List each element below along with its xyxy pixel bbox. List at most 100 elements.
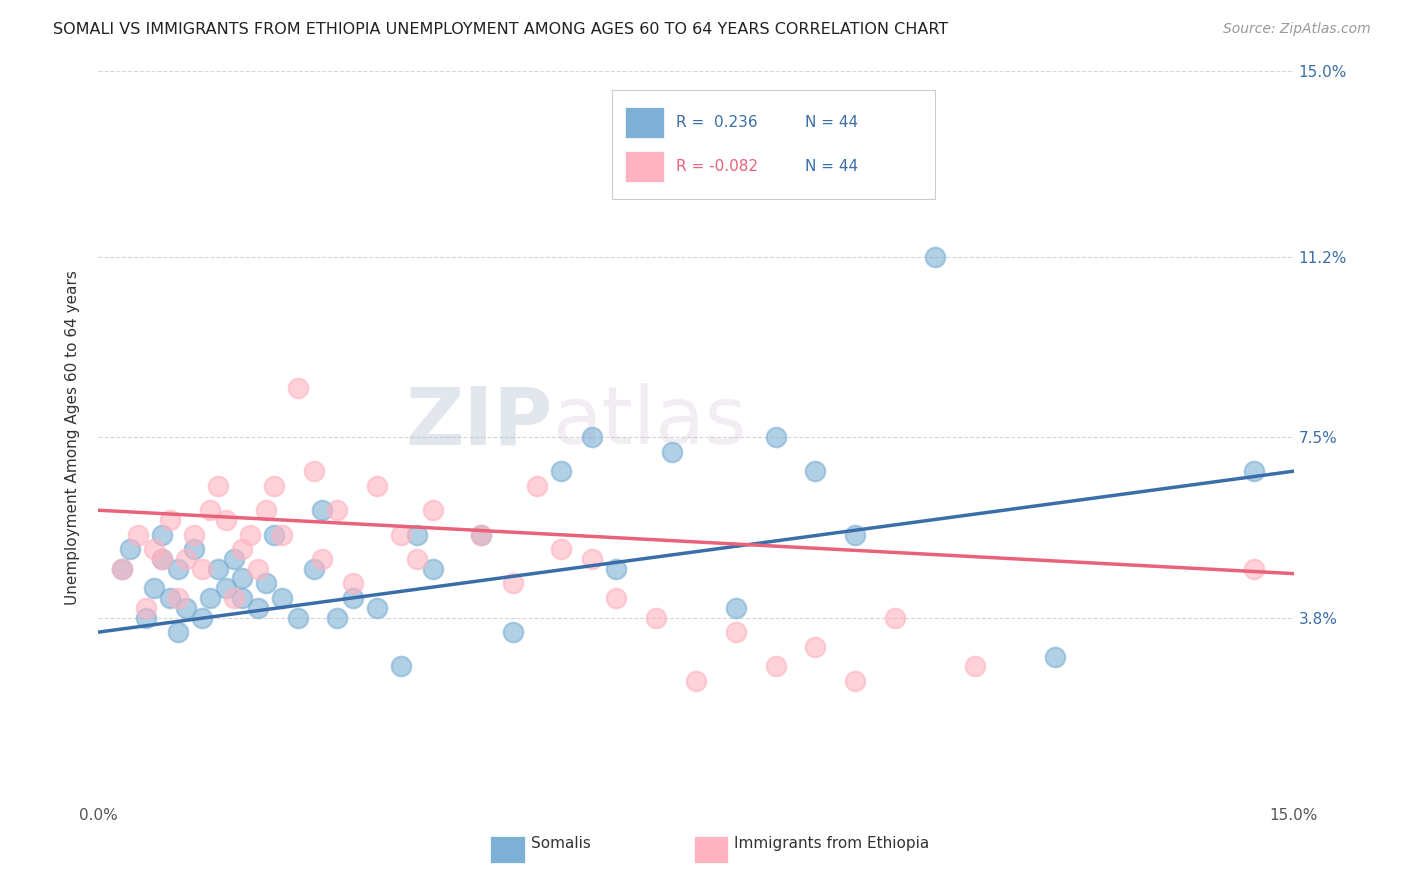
- Point: [724, 600, 747, 615]
- Point: [311, 552, 333, 566]
- Point: [884, 610, 907, 624]
- Point: [263, 479, 285, 493]
- Point: [111, 562, 134, 576]
- Point: [422, 562, 444, 576]
- Point: [342, 576, 364, 591]
- Point: [470, 527, 492, 541]
- Y-axis label: Unemployment Among Ages 60 to 64 years: Unemployment Among Ages 60 to 64 years: [65, 269, 80, 605]
- Point: [406, 527, 429, 541]
- Point: [389, 527, 412, 541]
- Point: [174, 552, 197, 566]
- Point: [311, 503, 333, 517]
- Point: [150, 527, 173, 541]
- Text: Somalis: Somalis: [531, 836, 591, 851]
- Point: [924, 250, 946, 264]
- Point: [550, 542, 572, 557]
- Point: [215, 581, 238, 595]
- Point: [366, 600, 388, 615]
- Text: atlas: atlas: [553, 384, 747, 461]
- Text: R = -0.082: R = -0.082: [676, 159, 758, 174]
- FancyBboxPatch shape: [491, 837, 524, 863]
- Point: [287, 381, 309, 395]
- Point: [222, 591, 245, 605]
- Point: [198, 503, 221, 517]
- Point: [406, 552, 429, 566]
- Point: [302, 562, 325, 576]
- Point: [191, 610, 214, 624]
- Point: [389, 659, 412, 673]
- Point: [605, 562, 627, 576]
- Point: [581, 552, 603, 566]
- Point: [231, 542, 253, 557]
- Point: [159, 591, 181, 605]
- Point: [550, 464, 572, 478]
- Text: R =  0.236: R = 0.236: [676, 115, 758, 130]
- Point: [963, 659, 986, 673]
- Point: [207, 562, 229, 576]
- Point: [246, 562, 269, 576]
- Point: [215, 513, 238, 527]
- FancyBboxPatch shape: [693, 837, 728, 863]
- Point: [502, 625, 524, 640]
- Point: [254, 503, 277, 517]
- Point: [326, 503, 349, 517]
- Point: [844, 673, 866, 688]
- Point: [1243, 562, 1265, 576]
- Text: N = 44: N = 44: [804, 115, 858, 130]
- Point: [231, 572, 253, 586]
- Point: [111, 562, 134, 576]
- Point: [183, 527, 205, 541]
- FancyBboxPatch shape: [626, 151, 664, 182]
- Point: [422, 503, 444, 517]
- Point: [167, 562, 190, 576]
- Point: [135, 600, 157, 615]
- Point: [263, 527, 285, 541]
- Point: [120, 542, 142, 557]
- Point: [135, 610, 157, 624]
- Point: [150, 552, 173, 566]
- Point: [645, 610, 668, 624]
- FancyBboxPatch shape: [613, 90, 935, 200]
- Point: [470, 527, 492, 541]
- Text: ZIP: ZIP: [405, 384, 553, 461]
- Point: [844, 527, 866, 541]
- Point: [724, 625, 747, 640]
- Point: [526, 479, 548, 493]
- Point: [198, 591, 221, 605]
- Point: [143, 542, 166, 557]
- Point: [287, 610, 309, 624]
- Point: [765, 430, 787, 444]
- Point: [366, 479, 388, 493]
- Point: [159, 513, 181, 527]
- Point: [174, 600, 197, 615]
- Point: [804, 640, 827, 654]
- Point: [254, 576, 277, 591]
- Text: N = 44: N = 44: [804, 159, 858, 174]
- Point: [804, 464, 827, 478]
- Text: Source: ZipAtlas.com: Source: ZipAtlas.com: [1223, 22, 1371, 37]
- Point: [661, 444, 683, 458]
- Point: [231, 591, 253, 605]
- FancyBboxPatch shape: [626, 107, 664, 138]
- Point: [270, 591, 292, 605]
- Point: [150, 552, 173, 566]
- Point: [183, 542, 205, 557]
- Point: [1243, 464, 1265, 478]
- Point: [143, 581, 166, 595]
- Point: [167, 625, 190, 640]
- Point: [270, 527, 292, 541]
- Text: Immigrants from Ethiopia: Immigrants from Ethiopia: [734, 836, 929, 851]
- Point: [1043, 649, 1066, 664]
- Point: [326, 610, 349, 624]
- Point: [502, 576, 524, 591]
- Point: [191, 562, 214, 576]
- Point: [207, 479, 229, 493]
- Point: [127, 527, 149, 541]
- Point: [302, 464, 325, 478]
- Point: [581, 430, 603, 444]
- Text: SOMALI VS IMMIGRANTS FROM ETHIOPIA UNEMPLOYMENT AMONG AGES 60 TO 64 YEARS CORREL: SOMALI VS IMMIGRANTS FROM ETHIOPIA UNEMP…: [53, 22, 949, 37]
- Point: [685, 673, 707, 688]
- Point: [246, 600, 269, 615]
- Point: [342, 591, 364, 605]
- Point: [167, 591, 190, 605]
